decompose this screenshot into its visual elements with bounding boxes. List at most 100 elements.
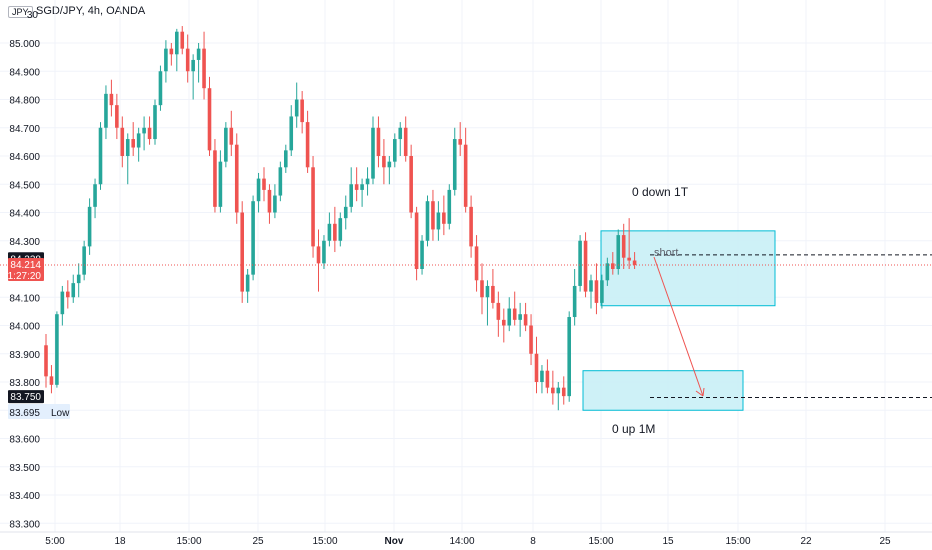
- time-label: 8: [530, 536, 536, 547]
- candle-body: [153, 105, 157, 140]
- candle-body: [66, 291, 70, 298]
- time-label: 15: [662, 536, 674, 547]
- projection-arrow: [653, 256, 704, 397]
- time-label: Nov: [385, 536, 404, 547]
- low-value: 83.695: [9, 408, 40, 419]
- candle-body: [382, 156, 386, 168]
- price-badge-c: 83.750: [10, 392, 41, 403]
- candle-body: [556, 387, 561, 394]
- time-label: 15:00: [176, 536, 201, 547]
- candle-body: [621, 235, 626, 258]
- time-label: 15:00: [725, 536, 750, 547]
- candle-body: [125, 139, 130, 156]
- arrow-head: [695, 387, 705, 397]
- price-label: 84.800: [9, 96, 40, 107]
- time-label: 14:00: [449, 536, 474, 547]
- candle-body: [311, 167, 315, 247]
- price-badge-b: 84.214: [10, 260, 41, 271]
- candle-body: [561, 387, 566, 397]
- candle-body: [534, 353, 539, 382]
- candle-body: [354, 184, 359, 190]
- target-box: [600, 230, 776, 307]
- candle-body: [164, 48, 168, 72]
- price-label: 85.000: [9, 39, 40, 50]
- candle-body: [55, 314, 59, 385]
- time-axis[interactable]: 5:00 18 15:00 25 15:00 Nov 14:00 8 15:00 15 15:00 2…: [0, 531, 932, 547]
- candle-body: [300, 99, 304, 123]
- candle-body: [371, 127, 375, 179]
- candle-body: [289, 116, 294, 151]
- candle-body: [82, 246, 86, 275]
- candle-body: [136, 133, 141, 148]
- time-label: 15:00: [588, 536, 613, 547]
- candle-body: [502, 319, 506, 326]
- price-badge-c-bg: [8, 390, 44, 404]
- low-badge-bg: [8, 404, 70, 419]
- candle-body: [245, 274, 250, 292]
- candle-body: [338, 218, 343, 241]
- price-label: 84.500: [9, 180, 40, 191]
- countdown-badge: 01:27:20: [2, 271, 41, 282]
- candle-body: [98, 127, 103, 185]
- short-label[interactable]: short: [654, 247, 678, 259]
- candle-body: [185, 48, 190, 72]
- candle-body: [616, 235, 621, 269]
- target-box: [582, 370, 744, 411]
- candle-body: [600, 280, 604, 303]
- price-label: 83.500: [9, 463, 40, 474]
- price-axis[interactable]: 30 85.000 84.900 84.800 84.700 84.600 84.500 84…: [2, 10, 70, 530]
- candle-body: [578, 240, 582, 286]
- candle-body: [627, 257, 631, 261]
- candle-body: [202, 48, 206, 89]
- candle-body: [512, 308, 517, 320]
- candle-body: [49, 376, 54, 385]
- candle-body: [169, 48, 174, 55]
- candle-body: [213, 150, 217, 207]
- candle-body: [442, 212, 446, 224]
- candle-body: [480, 280, 484, 298]
- candle-body: [115, 105, 119, 128]
- annotation-bottom[interactable]: 0 up 1M: [612, 422, 655, 436]
- low-label: Low: [51, 408, 70, 419]
- candle-body: [403, 127, 408, 156]
- candle-body: [572, 285, 577, 318]
- candle-body: [474, 246, 479, 281]
- candle-body: [87, 206, 92, 247]
- candle-body: [365, 178, 370, 185]
- candle-body: [267, 189, 272, 213]
- candle-body: [256, 178, 261, 202]
- candle-body: [431, 201, 435, 230]
- time-label: 25: [252, 536, 264, 547]
- price-label: 83.400: [9, 491, 40, 502]
- candle-body: [262, 178, 266, 190]
- candle-body: [234, 144, 239, 213]
- candle-body: [294, 99, 299, 117]
- candle-body: [147, 127, 152, 140]
- candle-body: [93, 184, 97, 207]
- price-label: 84.700: [9, 124, 40, 135]
- candle-body: [436, 212, 441, 230]
- candle-body: [343, 206, 348, 219]
- candle-body: [218, 161, 223, 207]
- candle-body: [60, 291, 65, 315]
- annotation-top[interactable]: 0 down 1T: [632, 185, 689, 199]
- candle-body: [458, 139, 462, 145]
- candle-body: [196, 48, 201, 60]
- candle-body: [142, 127, 146, 134]
- candle-body: [120, 127, 125, 156]
- candle-body: [273, 195, 277, 213]
- candle-body: [333, 223, 337, 241]
- candle-body: [485, 285, 490, 298]
- candle-body: [131, 139, 135, 148]
- candle-body: [409, 156, 413, 213]
- candle-body: [349, 184, 353, 207]
- candle-body: [469, 206, 473, 247]
- candle-body: [387, 161, 392, 168]
- candle-body: [491, 285, 495, 303]
- price-label: 84.300: [9, 237, 40, 248]
- drawings[interactable]: [582, 230, 776, 411]
- candle-body: [305, 122, 310, 168]
- candle-body: [523, 314, 528, 326]
- candle-body: [158, 71, 163, 106]
